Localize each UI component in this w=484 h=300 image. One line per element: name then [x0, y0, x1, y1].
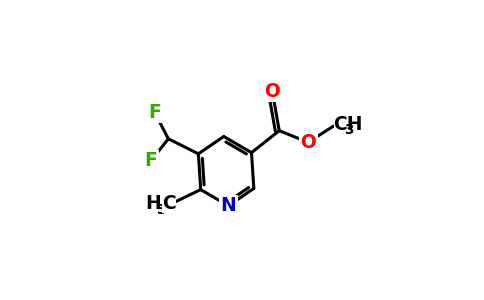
Text: F: F	[145, 151, 157, 170]
Text: 3: 3	[345, 123, 354, 137]
Text: F: F	[148, 103, 161, 122]
Text: 3: 3	[156, 203, 166, 217]
Text: O: O	[264, 82, 280, 101]
Text: O: O	[300, 133, 316, 152]
Text: C: C	[162, 194, 176, 213]
Text: H: H	[146, 194, 162, 213]
Text: N: N	[221, 196, 236, 215]
Text: CH: CH	[333, 116, 363, 134]
